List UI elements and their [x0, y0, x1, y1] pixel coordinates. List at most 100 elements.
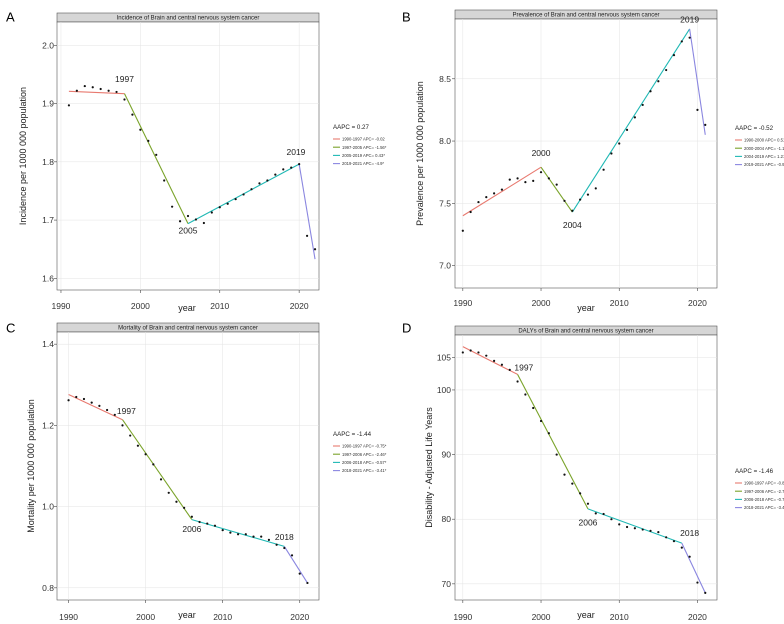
data-point	[508, 178, 511, 181]
x-tick-label: 2000	[532, 298, 551, 308]
data-point	[547, 432, 550, 435]
panel-b: B Prevalence of Brain and central nervous…	[402, 10, 784, 313]
data-point	[90, 401, 93, 404]
data-point	[586, 502, 590, 505]
data-point	[206, 522, 209, 525]
trend-segment	[462, 166, 542, 217]
data-point	[618, 523, 621, 526]
y-axis-label: Disability - Adjusted Life Years	[424, 407, 434, 528]
data-point	[178, 220, 182, 223]
data-point	[283, 546, 286, 550]
data-point	[610, 152, 613, 155]
panel-title: Mortality of Brain and central nervous s…	[118, 326, 258, 332]
data-point	[539, 171, 543, 174]
data-point	[665, 68, 668, 72]
x-tick-label: 1990	[59, 612, 78, 622]
legend-entry: 2019-2021 APC= -0.96*	[744, 162, 784, 167]
joinpoint-label: 2019	[287, 147, 306, 157]
data-point	[508, 368, 511, 372]
panel-letter: D	[402, 321, 411, 336]
data-point	[242, 193, 245, 196]
data-point	[275, 543, 278, 546]
data-point	[221, 529, 224, 532]
data-point	[516, 380, 519, 383]
legend-entry: 2000-2004 APC= -1.17*	[744, 146, 784, 151]
data-point	[602, 168, 605, 171]
data-point	[274, 173, 277, 176]
data-point	[155, 153, 158, 156]
legend-entry: 2018-2021 APC= -3.41*	[342, 468, 387, 473]
data-point	[680, 40, 683, 43]
data-point	[633, 527, 636, 530]
y-tick-label: 1.8	[42, 157, 54, 167]
data-point	[602, 512, 605, 516]
data-point	[306, 581, 309, 585]
x-tick-label: 1990	[52, 301, 71, 311]
joinpoint-label: 2005	[179, 225, 198, 235]
data-point	[147, 139, 150, 142]
data-point	[183, 506, 186, 509]
data-point	[641, 103, 644, 107]
panel-title: Prevalence of Brain and central nervous …	[512, 13, 659, 19]
data-point	[171, 205, 174, 208]
data-point	[83, 84, 86, 88]
data-point	[167, 491, 170, 494]
data-point	[610, 518, 613, 521]
y-axis-label: Incidence per 1000 000 population	[18, 87, 28, 225]
data-point	[234, 198, 237, 201]
trend-segment	[283, 546, 308, 584]
joinpoint-label: 2006	[578, 518, 597, 528]
data-point	[123, 98, 126, 101]
x-axis-label: year	[577, 303, 595, 313]
data-point	[524, 393, 527, 396]
trend-segment	[462, 346, 518, 375]
data-point	[665, 536, 668, 539]
data-point	[477, 351, 480, 354]
legend-entry: 2005-2019 APC= 0.43*	[342, 153, 385, 158]
data-point	[229, 531, 232, 534]
data-point	[105, 408, 109, 412]
legend-entry: 1990-2000 APC= 0.51*	[744, 138, 784, 143]
data-point	[99, 87, 102, 91]
data-point	[563, 199, 566, 202]
legend-entry: 1997-2006 APC= -2.46*	[342, 452, 387, 457]
y-tick-label: 2.0	[42, 40, 54, 50]
data-point	[500, 363, 504, 366]
data-point	[563, 473, 566, 476]
data-point	[594, 187, 597, 190]
data-point	[298, 572, 301, 575]
data-point	[267, 538, 271, 542]
data-point	[186, 214, 190, 218]
trend-segment	[540, 166, 573, 213]
x-axis-label: year	[577, 610, 595, 620]
y-tick-label: 0.8	[42, 583, 54, 593]
legend: AAPC = -1.46 1990-1997 APC= -0.80* 1997-20…	[735, 468, 784, 510]
data-point	[159, 478, 163, 481]
legend-entry: 1997-2005 APC= -1.56*	[342, 145, 387, 150]
data-point	[260, 535, 263, 538]
data-point	[298, 163, 301, 166]
data-point	[121, 424, 124, 427]
data-point	[213, 524, 217, 527]
data-point	[194, 218, 198, 221]
data-point	[672, 54, 676, 57]
joinpoint-label: 2004	[563, 220, 582, 230]
data-point	[618, 142, 621, 145]
data-point	[493, 192, 496, 195]
trend-segment	[122, 419, 193, 520]
legend-entry: 1990-1997 APC= -0.80*	[744, 481, 784, 486]
x-tick-label: 2010	[210, 301, 229, 311]
joinpoint-label: 1997	[115, 74, 134, 84]
data-point	[75, 89, 78, 92]
data-point	[163, 179, 166, 182]
data-point	[571, 209, 574, 212]
y-tick-label: 70	[442, 579, 452, 589]
trend-segment	[689, 28, 706, 135]
data-point	[524, 181, 527, 184]
legend: AAPC = -0.52 1990-2000 APC= 0.51* 2000-200…	[735, 125, 784, 167]
y-axis-label: Prevalence per 1000 000 population	[415, 81, 425, 226]
data-point	[532, 406, 535, 410]
plot-area	[56, 331, 320, 601]
data-point	[313, 248, 317, 251]
panel-a: A Incidence of Brain and central nervous …	[6, 10, 387, 313]
